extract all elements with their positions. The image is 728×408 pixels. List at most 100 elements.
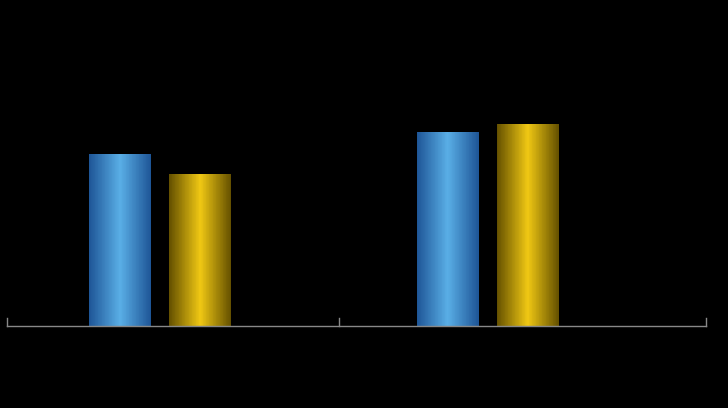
- Bar: [554, 124, 555, 326]
- Bar: [433, 132, 434, 326]
- Bar: [221, 174, 222, 326]
- Bar: [421, 132, 422, 326]
- Bar: [189, 174, 190, 326]
- Bar: [119, 154, 120, 326]
- Bar: [204, 174, 205, 326]
- Bar: [229, 174, 230, 326]
- Bar: [117, 154, 118, 326]
- Bar: [209, 174, 210, 326]
- Bar: [101, 154, 103, 326]
- Bar: [111, 154, 112, 326]
- Bar: [122, 154, 123, 326]
- Bar: [140, 154, 141, 326]
- Bar: [90, 154, 91, 326]
- Bar: [451, 132, 452, 326]
- Bar: [148, 154, 149, 326]
- Bar: [110, 154, 111, 326]
- Bar: [423, 132, 424, 326]
- Bar: [459, 132, 460, 326]
- Bar: [120, 154, 121, 326]
- Bar: [174, 174, 175, 326]
- Bar: [548, 124, 549, 326]
- Bar: [504, 124, 505, 326]
- Bar: [222, 174, 223, 326]
- Bar: [525, 124, 526, 326]
- Bar: [226, 174, 227, 326]
- Bar: [557, 124, 558, 326]
- Bar: [195, 174, 196, 326]
- Bar: [418, 132, 419, 326]
- Bar: [462, 132, 463, 326]
- Bar: [218, 174, 219, 326]
- Bar: [190, 174, 191, 326]
- Bar: [444, 132, 445, 326]
- Bar: [191, 174, 192, 326]
- Bar: [437, 132, 438, 326]
- Bar: [529, 124, 530, 326]
- Bar: [141, 154, 142, 326]
- Bar: [115, 154, 116, 326]
- Bar: [424, 132, 425, 326]
- Bar: [126, 154, 127, 326]
- Bar: [178, 174, 179, 326]
- Bar: [461, 132, 462, 326]
- Bar: [207, 174, 208, 326]
- Bar: [96, 154, 97, 326]
- Bar: [133, 154, 134, 326]
- Bar: [460, 132, 461, 326]
- Bar: [454, 132, 455, 326]
- Bar: [170, 174, 171, 326]
- Bar: [534, 124, 535, 326]
- Bar: [181, 174, 183, 326]
- Bar: [114, 154, 115, 326]
- Bar: [526, 124, 527, 326]
- Bar: [104, 154, 105, 326]
- Bar: [515, 124, 516, 326]
- Bar: [555, 124, 556, 326]
- Bar: [150, 154, 151, 326]
- Bar: [169, 174, 170, 326]
- Bar: [450, 132, 451, 326]
- Bar: [531, 124, 532, 326]
- Bar: [551, 124, 552, 326]
- Bar: [203, 174, 204, 326]
- Bar: [473, 132, 474, 326]
- Bar: [478, 132, 479, 326]
- Bar: [539, 124, 540, 326]
- Bar: [449, 132, 450, 326]
- Bar: [181, 174, 182, 326]
- Bar: [464, 132, 465, 326]
- Bar: [108, 154, 109, 326]
- Bar: [431, 132, 432, 326]
- Bar: [147, 154, 148, 326]
- Bar: [113, 154, 114, 326]
- Bar: [173, 174, 174, 326]
- Bar: [138, 154, 139, 326]
- Bar: [137, 154, 138, 326]
- Bar: [171, 174, 172, 326]
- Bar: [92, 154, 93, 326]
- Bar: [149, 154, 150, 326]
- Bar: [518, 124, 519, 326]
- Bar: [105, 154, 106, 326]
- Bar: [438, 132, 439, 326]
- Bar: [472, 132, 473, 326]
- Bar: [89, 154, 90, 326]
- Bar: [508, 124, 510, 326]
- Bar: [476, 132, 477, 326]
- Bar: [194, 174, 195, 326]
- Bar: [538, 124, 539, 326]
- Bar: [124, 154, 125, 326]
- Bar: [448, 132, 449, 326]
- Bar: [428, 132, 430, 326]
- Bar: [507, 124, 508, 326]
- Bar: [447, 132, 448, 326]
- Bar: [546, 124, 547, 326]
- Bar: [223, 174, 224, 326]
- Bar: [457, 132, 458, 326]
- Bar: [513, 124, 514, 326]
- Bar: [220, 174, 221, 326]
- Bar: [432, 132, 433, 326]
- Bar: [224, 174, 225, 326]
- Bar: [132, 154, 133, 326]
